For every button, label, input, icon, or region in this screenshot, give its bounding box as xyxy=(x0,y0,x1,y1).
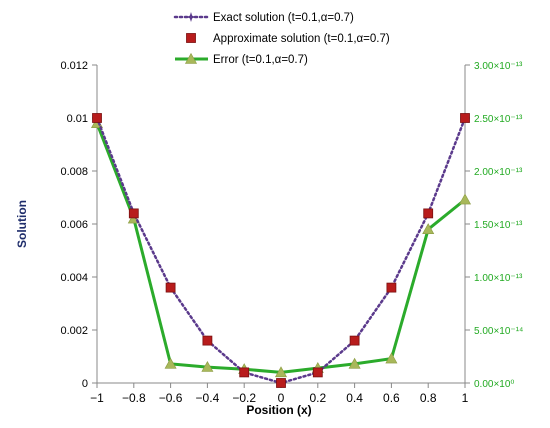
approx-point xyxy=(165,282,176,293)
right-tick-group: 0.00×10⁰ 5.00×10⁻¹⁴ 1.00×10⁻¹³ 1.50×10⁻¹³ 2.… xyxy=(465,61,523,390)
legend-exact-marker xyxy=(186,12,196,22)
approx-point xyxy=(92,113,102,123)
x-tick-label: −0.2 xyxy=(232,391,256,405)
right-tick-label: 1.50×10⁻¹³ xyxy=(474,220,523,231)
right-tick-label: 3.00×10⁻¹³ xyxy=(474,61,523,72)
approx-point xyxy=(202,335,213,346)
legend: Exact solution (t=0.1,α=0.7) Approximate … xyxy=(173,12,390,66)
error-point xyxy=(422,223,435,234)
legend-label: Exact solution (t=0.1,α=0.7) xyxy=(213,12,354,24)
error-point xyxy=(274,366,288,378)
x-tick-label: −0.4 xyxy=(196,391,220,405)
series-layer xyxy=(90,113,472,388)
x-tick-label: 0.2 xyxy=(309,391,326,405)
right-tick-label: 0.00×10⁰ xyxy=(474,379,514,390)
legend-label: Approximate solution (t=0.1,α=0.7) xyxy=(213,33,390,45)
left-tick-label: 0.008 xyxy=(60,166,88,178)
x-tick-label: 0.4 xyxy=(346,391,363,405)
error-point xyxy=(164,357,177,369)
approx-point xyxy=(276,378,286,388)
legend-approx-marker xyxy=(186,33,196,43)
right-tick-label: 2.50×10⁻¹³ xyxy=(474,114,523,125)
x-tick-label: 0.6 xyxy=(383,391,400,405)
left-tick-label: 0.002 xyxy=(60,325,88,337)
legend-label: Error (t=0.1,α=0.7) xyxy=(213,54,308,66)
approx-point xyxy=(349,335,360,346)
x-tick-label: 0.8 xyxy=(420,391,437,405)
left-tick-label: 0.012 xyxy=(60,60,88,72)
x-tick-label: −0.8 xyxy=(122,391,146,405)
left-tick-label: 0.01 xyxy=(67,113,88,125)
approx-point xyxy=(386,282,397,293)
approx-point xyxy=(460,113,470,123)
left-tick-label: 0.006 xyxy=(60,219,88,231)
approx-point xyxy=(423,208,434,219)
right-tick-label: 5.00×10⁻¹⁴ xyxy=(474,326,523,337)
error-point xyxy=(458,193,472,205)
legend-item: Approximate solution (t=0.1,α=0.7) xyxy=(186,33,390,45)
approx-point xyxy=(312,367,323,378)
left-tick-group: 0 0.002 0.004 0.006 0.008 0.01 0.012 xyxy=(60,60,97,390)
error-point xyxy=(201,360,214,372)
left-tick-label: 0 xyxy=(82,378,88,390)
y-axis-title: Solution xyxy=(15,200,29,248)
approx-point xyxy=(128,208,139,219)
x-tick-label: 0 xyxy=(278,391,285,405)
legend-item: Error (t=0.1,α=0.7) xyxy=(175,52,308,66)
error-point xyxy=(385,352,398,364)
right-tick-label: 1.00×10⁻¹³ xyxy=(474,273,523,284)
legend-item: Exact solution (t=0.1,α=0.7) xyxy=(173,12,354,24)
approx-point xyxy=(239,367,250,378)
x-tick-label: −1 xyxy=(90,391,104,405)
series-approx xyxy=(92,113,470,388)
legend-error-marker xyxy=(184,52,198,64)
x-tick-group: −1 −0.8 −0.6 −0.4 −0.2 0 0.2 0.4 0.6 0.8 1 xyxy=(90,383,469,405)
left-tick-label: 0.004 xyxy=(60,272,88,284)
x-tick-label: 1 xyxy=(462,391,469,405)
x-tick-label: −0.6 xyxy=(159,391,183,405)
x-axis-title: Position (x) xyxy=(246,403,311,417)
right-tick-label: 2.00×10⁻¹³ xyxy=(474,167,523,178)
error-point xyxy=(348,357,361,369)
